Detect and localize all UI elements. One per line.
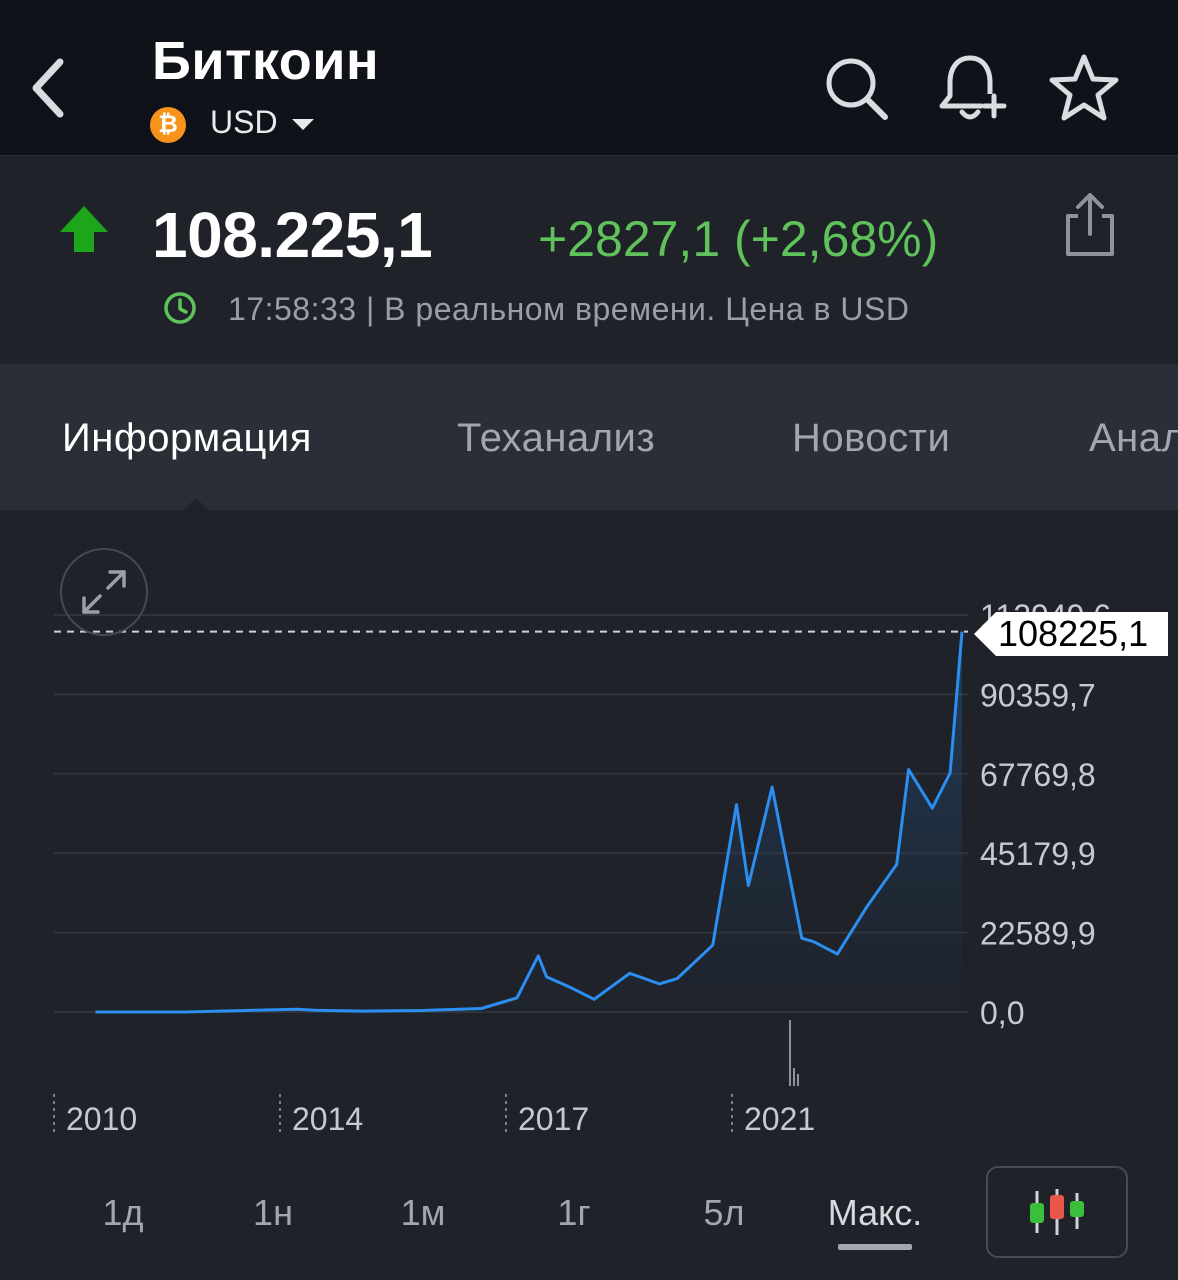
chevron-left-icon bbox=[32, 58, 64, 118]
clock-icon bbox=[164, 292, 196, 324]
bitcoin-icon: ₿ bbox=[150, 107, 186, 143]
price-area-fill bbox=[95, 631, 962, 1012]
last-price: 108.225,1 bbox=[152, 199, 433, 271]
range-5y[interactable]: 5л bbox=[703, 1192, 745, 1233]
x-tick-label: 2010 bbox=[66, 1101, 137, 1137]
x-tick-label: 2014 bbox=[292, 1101, 363, 1137]
page-title: Биткоин bbox=[152, 31, 380, 91]
price-change: +2827,1 (+2,68%) bbox=[538, 211, 939, 267]
share-button[interactable] bbox=[1060, 190, 1120, 260]
range-1w[interactable]: 1н bbox=[253, 1192, 293, 1233]
price-chart: 0,022589,945179,967769,890359,7112949,6 … bbox=[53, 598, 1111, 1137]
realtime-status: 17:58:33 | В реальном времени. Цена в US… bbox=[228, 291, 910, 327]
candlestick-toggle-button[interactable] bbox=[986, 1166, 1128, 1258]
tab-technical-analysis[interactable]: Теханализ bbox=[457, 416, 656, 460]
tab-news[interactable]: Новости bbox=[792, 416, 951, 460]
share-icon bbox=[1066, 193, 1114, 256]
search-icon bbox=[826, 58, 888, 120]
tab-analysis[interactable]: Анал bbox=[1089, 416, 1178, 460]
header-bar bbox=[0, 0, 1178, 156]
range-1y[interactable]: 1г bbox=[557, 1192, 591, 1233]
active-tab-indicator bbox=[183, 498, 209, 510]
y-tick-label: 90359,7 bbox=[980, 677, 1096, 713]
active-range-underline bbox=[838, 1244, 912, 1250]
caret-down-icon bbox=[291, 119, 314, 130]
fullscreen-button[interactable] bbox=[60, 548, 148, 636]
x-tick-label: 2021 bbox=[744, 1101, 815, 1137]
y-tick-label: 45179,9 bbox=[980, 836, 1096, 872]
quote-panel bbox=[0, 156, 1178, 364]
range-1m[interactable]: 1м bbox=[400, 1192, 446, 1233]
x-tick-label: 2017 bbox=[518, 1101, 589, 1137]
candlestick-icon bbox=[1030, 1189, 1084, 1235]
tab-information[interactable]: Информация bbox=[62, 416, 312, 460]
current-price-label: 108225,1 bbox=[996, 612, 1168, 656]
currency-label: USD bbox=[210, 104, 278, 140]
add-alert-button[interactable] bbox=[930, 48, 1010, 128]
y-tick-label: 67769,8 bbox=[980, 757, 1096, 793]
favorite-button[interactable] bbox=[1044, 48, 1124, 128]
range-max[interactable]: Макс. bbox=[827, 1192, 923, 1233]
price-line bbox=[95, 631, 964, 1014]
arrow-up-icon bbox=[60, 206, 108, 252]
range-1d[interactable]: 1д bbox=[102, 1192, 144, 1233]
star-icon bbox=[1049, 54, 1119, 121]
expand-icon bbox=[82, 570, 126, 614]
bell-plus-icon bbox=[939, 55, 1007, 120]
y-tick-label: 22589,9 bbox=[980, 916, 1096, 952]
currency-selector[interactable]: USD bbox=[210, 104, 314, 141]
y-tick-label: 0,0 bbox=[980, 995, 1024, 1031]
back-button[interactable] bbox=[18, 52, 78, 124]
tab-bar: Информация Теханализ Новости Анал bbox=[0, 364, 1178, 510]
current-price-pointer bbox=[974, 612, 996, 656]
search-button[interactable] bbox=[816, 48, 896, 128]
